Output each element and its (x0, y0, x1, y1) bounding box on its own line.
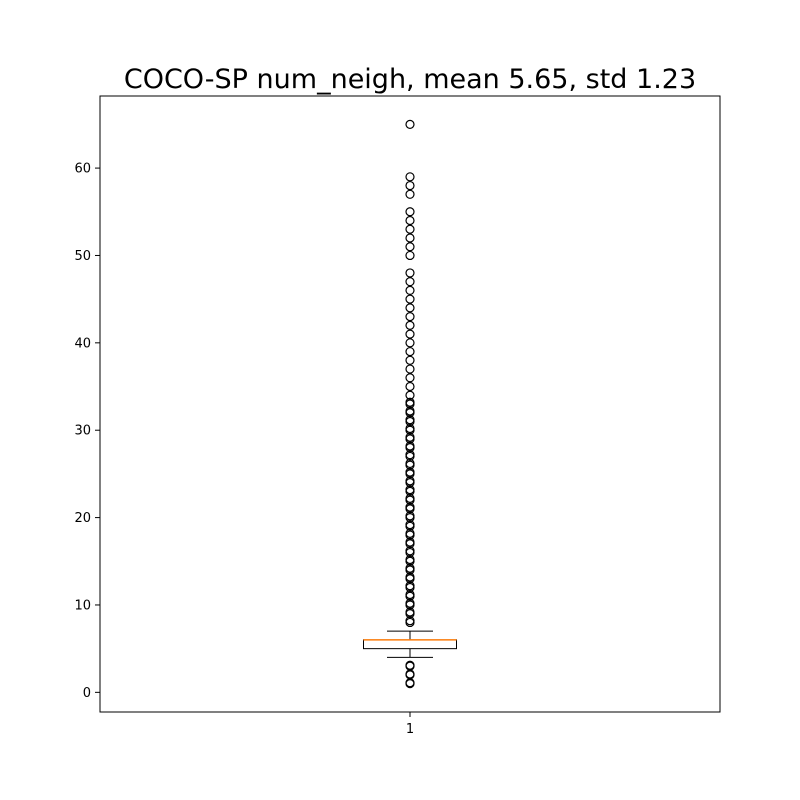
outlier-point (405, 423, 415, 434)
outlier-point (405, 390, 415, 400)
box-group (363, 630, 457, 658)
outlier-point (405, 607, 415, 617)
outlier-point (405, 381, 415, 392)
outlier-point (405, 224, 415, 234)
outlier-point (405, 476, 415, 486)
outlier-point (405, 546, 415, 556)
outlier-point (405, 338, 415, 348)
outlier-point (405, 250, 415, 261)
outlier-point (405, 554, 415, 565)
outlier-point (405, 397, 415, 407)
outlier-point (405, 450, 415, 460)
outlier-point (405, 598, 415, 608)
outlier-point (405, 242, 415, 252)
outlier-point (405, 189, 415, 199)
outlier-point (405, 355, 415, 365)
outlier-point (405, 312, 415, 322)
plot-area-frame (99, 95, 721, 713)
outlier-point (405, 493, 415, 503)
outlier-point (405, 528, 415, 538)
outlier-point (405, 180, 415, 191)
y-tick-label: 60 (74, 162, 91, 177)
outlier-point (405, 285, 415, 296)
outlier-point (405, 458, 415, 469)
y-tick-label: 10 (74, 598, 91, 613)
box-iqr (363, 639, 457, 650)
outlier-point (405, 572, 415, 582)
outlier-point (405, 616, 415, 626)
outlier-point (405, 502, 415, 512)
outlier-point (405, 215, 415, 226)
outlier-point (405, 294, 415, 304)
outlier-point (405, 415, 415, 425)
outlier-point (405, 660, 415, 670)
y-tick-label: 0 (83, 686, 91, 701)
outlier-point (405, 589, 415, 600)
outlier-point (405, 346, 415, 357)
outlier-group (405, 119, 415, 689)
outlier-point (405, 303, 415, 313)
y-tick-label: 40 (74, 336, 91, 351)
outlier-point (405, 207, 415, 217)
outlier-point (405, 320, 415, 330)
y-axis: 0 10 20 30 40 50 60 (74, 162, 100, 701)
y-tick-label: 30 (74, 424, 91, 439)
outlier-point (405, 172, 415, 182)
outlier-point (405, 119, 415, 129)
outlier-point (405, 329, 415, 339)
outlier-point (405, 563, 415, 573)
outlier-point (405, 233, 415, 243)
y-tick-label: 20 (74, 511, 91, 526)
outlier-point (405, 277, 415, 287)
outlier-point (405, 467, 415, 477)
outlier-point (405, 485, 415, 495)
outlier-point (405, 406, 415, 416)
y-tick-label: 50 (74, 249, 91, 264)
outlier-point (405, 511, 415, 521)
outlier-point (405, 519, 415, 530)
outlier-point (405, 432, 415, 442)
x-tick-label: 1 (406, 722, 414, 737)
outlier-point (405, 268, 415, 278)
outlier-point (405, 537, 415, 547)
outlier-point (405, 373, 415, 383)
chart-title: COCO-SP num_neigh, mean 5.65, std 1.23 (124, 64, 696, 95)
outlier-point (405, 581, 415, 591)
outlier-point (405, 364, 415, 374)
x-axis: 1 (406, 712, 414, 737)
outlier-point (405, 441, 415, 451)
